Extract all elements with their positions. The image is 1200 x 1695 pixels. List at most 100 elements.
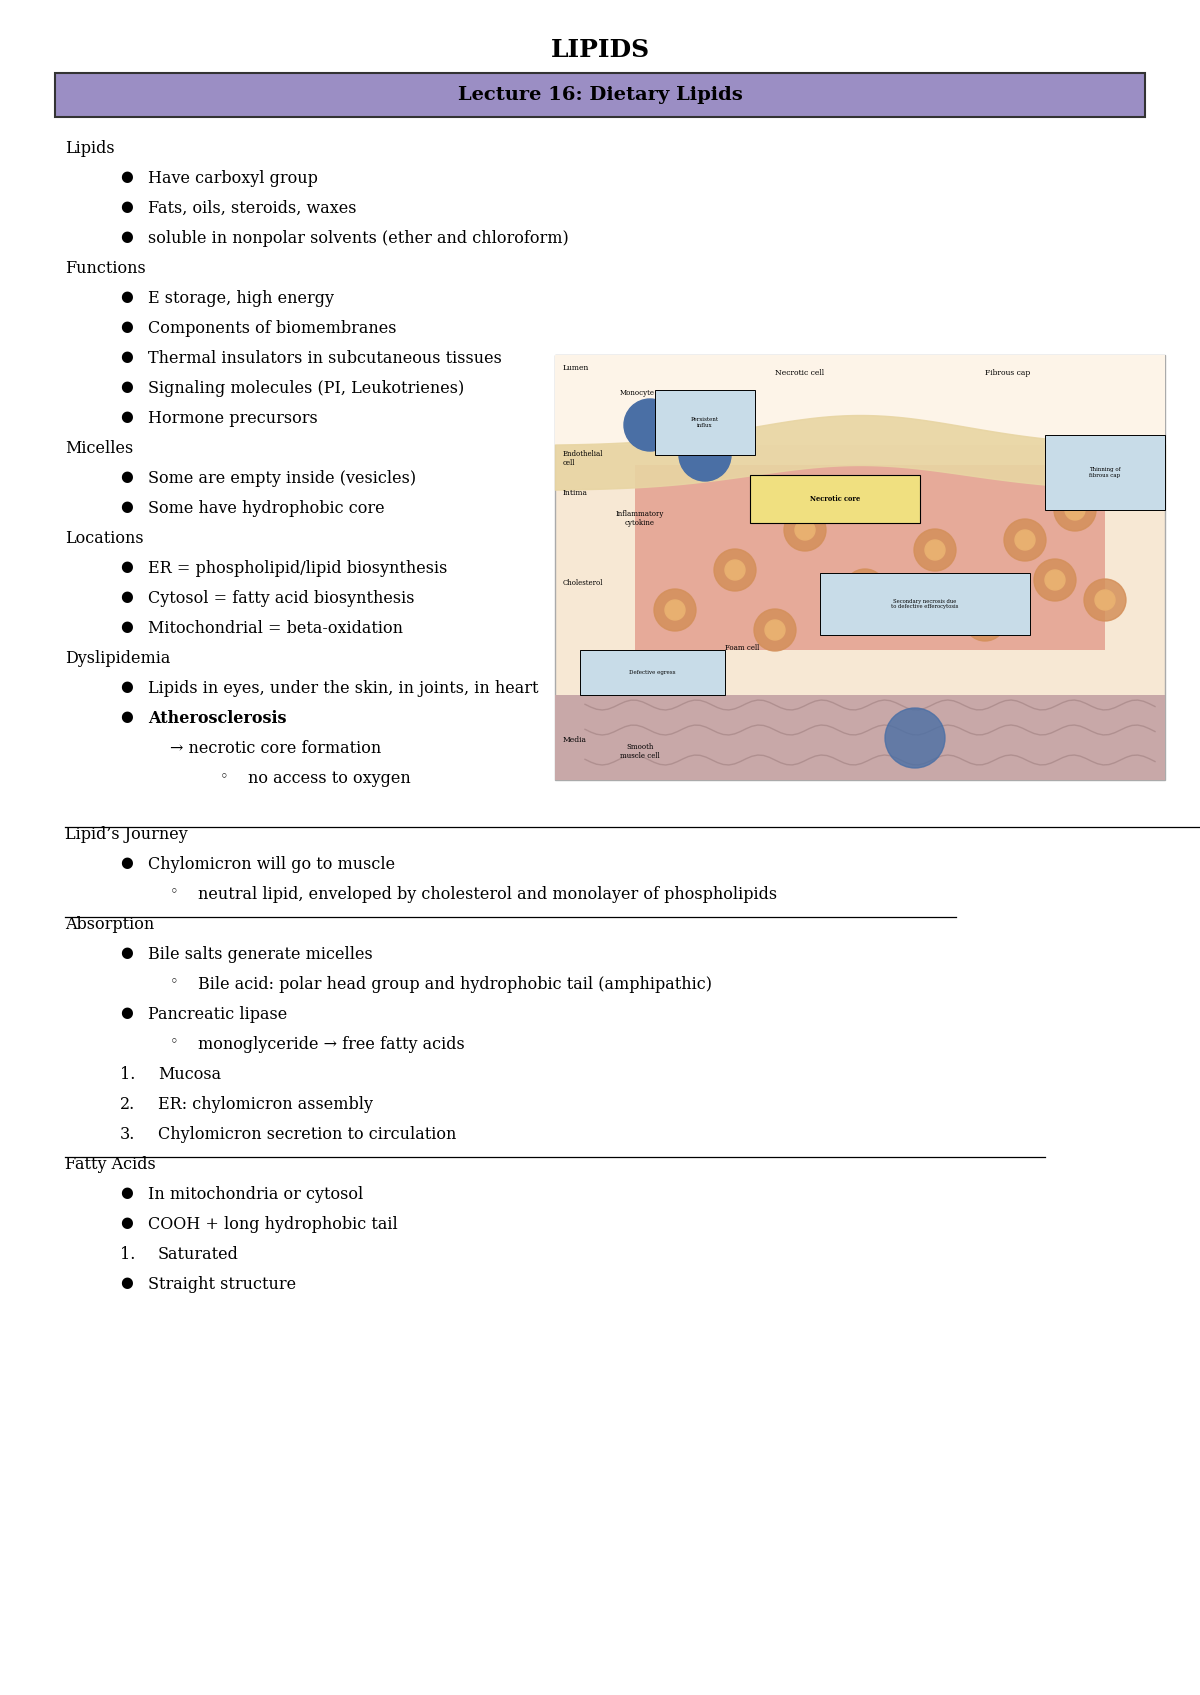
Text: ●: ● xyxy=(120,380,133,393)
FancyBboxPatch shape xyxy=(554,354,1165,780)
Text: ER: chylomicron assembly: ER: chylomicron assembly xyxy=(158,1095,373,1112)
Text: ●: ● xyxy=(120,856,133,870)
Text: Mucosa: Mucosa xyxy=(158,1066,221,1083)
Text: Smooth
muscle cell: Smooth muscle cell xyxy=(620,742,660,759)
Circle shape xyxy=(714,549,756,592)
FancyBboxPatch shape xyxy=(635,464,1105,649)
Text: Straight structure: Straight structure xyxy=(148,1276,296,1293)
FancyBboxPatch shape xyxy=(554,354,1165,446)
Text: E storage, high energy: E storage, high energy xyxy=(148,290,334,307)
Circle shape xyxy=(1004,519,1046,561)
Text: Lumen: Lumen xyxy=(563,364,589,371)
Text: ●: ● xyxy=(120,946,133,959)
Circle shape xyxy=(624,398,676,451)
Text: ●: ● xyxy=(120,320,133,334)
Text: ●: ● xyxy=(120,231,133,244)
Circle shape xyxy=(725,559,745,580)
Text: ●: ● xyxy=(120,1185,133,1200)
Text: ●: ● xyxy=(120,1215,133,1229)
Text: 3.: 3. xyxy=(120,1125,136,1142)
Text: Bile salts generate micelles: Bile salts generate micelles xyxy=(148,946,373,963)
Text: Some have hydrophobic core: Some have hydrophobic core xyxy=(148,500,385,517)
Circle shape xyxy=(665,600,685,620)
FancyBboxPatch shape xyxy=(655,390,755,454)
Text: Cytosol = fatty acid biosynthesis: Cytosol = fatty acid biosynthesis xyxy=(148,590,414,607)
Text: Pancreatic lipase: Pancreatic lipase xyxy=(148,1005,287,1022)
Text: Dyslipidemia: Dyslipidemia xyxy=(65,649,170,668)
Text: ●: ● xyxy=(120,1005,133,1019)
Text: Bile acid: polar head group and hydrophobic tail (amphipathic): Bile acid: polar head group and hydropho… xyxy=(198,976,712,993)
FancyBboxPatch shape xyxy=(580,649,725,695)
Text: Locations: Locations xyxy=(65,531,144,547)
Circle shape xyxy=(679,429,731,481)
Text: ●: ● xyxy=(120,349,133,364)
Text: Lecture 16: Dietary Lipids: Lecture 16: Dietary Lipids xyxy=(457,86,743,103)
Text: Fats, oils, steroids, waxes: Fats, oils, steroids, waxes xyxy=(148,200,356,217)
Circle shape xyxy=(1034,559,1076,602)
Circle shape xyxy=(1015,531,1034,549)
Text: ●: ● xyxy=(120,590,133,603)
Text: 1.: 1. xyxy=(120,1246,136,1263)
Text: Necrotic cell: Necrotic cell xyxy=(775,370,824,376)
Text: ●: ● xyxy=(120,1276,133,1290)
Circle shape xyxy=(1096,590,1115,610)
Circle shape xyxy=(844,570,886,610)
Circle shape xyxy=(974,610,995,631)
Text: no access to oxygen: no access to oxygen xyxy=(248,770,410,786)
Text: Hormone precursors: Hormone precursors xyxy=(148,410,318,427)
Text: Components of biomembranes: Components of biomembranes xyxy=(148,320,396,337)
Circle shape xyxy=(925,541,946,559)
Text: ◦: ◦ xyxy=(220,770,229,785)
Text: ◦: ◦ xyxy=(170,885,179,900)
Circle shape xyxy=(796,520,815,541)
Text: Cholesterol: Cholesterol xyxy=(563,580,604,586)
Circle shape xyxy=(654,588,696,631)
Text: ER = phospholipid/lipid biosynthesis: ER = phospholipid/lipid biosynthesis xyxy=(148,559,448,576)
Text: ●: ● xyxy=(120,620,133,634)
FancyBboxPatch shape xyxy=(750,475,920,524)
Text: Atherosclerosis: Atherosclerosis xyxy=(148,710,287,727)
FancyBboxPatch shape xyxy=(554,695,1165,780)
Text: Lipid’s Journey: Lipid’s Journey xyxy=(65,825,187,842)
Text: Secondary necrosis due
to defective efferocytosis: Secondary necrosis due to defective effe… xyxy=(892,598,959,610)
Text: ●: ● xyxy=(120,290,133,303)
Text: ●: ● xyxy=(120,680,133,693)
Text: ◦: ◦ xyxy=(170,1036,179,1049)
Text: ●: ● xyxy=(120,500,133,514)
FancyBboxPatch shape xyxy=(55,73,1145,117)
Circle shape xyxy=(1045,570,1066,590)
Text: Foam cell: Foam cell xyxy=(725,644,760,653)
Text: ●: ● xyxy=(120,410,133,424)
Text: Have carboxyl group: Have carboxyl group xyxy=(148,170,318,186)
Text: 2.: 2. xyxy=(120,1095,136,1112)
Text: neutral lipid, enveloped by cholesterol and monolayer of phospholipids: neutral lipid, enveloped by cholesterol … xyxy=(198,885,778,902)
Text: Mitochondrial = beta-oxidation: Mitochondrial = beta-oxidation xyxy=(148,620,403,637)
Text: Fibrous cap: Fibrous cap xyxy=(985,370,1031,376)
Text: Thermal insulators in subcutaneous tissues: Thermal insulators in subcutaneous tissu… xyxy=(148,349,502,368)
Text: 1.: 1. xyxy=(120,1066,136,1083)
Text: Fatty Acids: Fatty Acids xyxy=(65,1156,156,1173)
Text: Signaling molecules (PI, Leukotrienes): Signaling molecules (PI, Leukotrienes) xyxy=(148,380,464,397)
Text: Lipids: Lipids xyxy=(65,141,115,158)
Circle shape xyxy=(854,580,875,600)
Text: Micelles: Micelles xyxy=(65,441,133,458)
Circle shape xyxy=(886,709,946,768)
Text: Media: Media xyxy=(563,736,587,744)
Text: ●: ● xyxy=(120,200,133,214)
Text: Necrotic core: Necrotic core xyxy=(810,495,860,503)
Circle shape xyxy=(1066,500,1085,520)
Text: COOH + long hydrophobic tail: COOH + long hydrophobic tail xyxy=(148,1215,397,1232)
Text: Chylomicron will go to muscle: Chylomicron will go to muscle xyxy=(148,856,395,873)
Text: Absorption: Absorption xyxy=(65,915,155,932)
Text: monoglyceride → free fatty acids: monoglyceride → free fatty acids xyxy=(198,1036,464,1053)
Text: LIPIDS: LIPIDS xyxy=(551,37,649,63)
Circle shape xyxy=(1084,580,1126,620)
FancyBboxPatch shape xyxy=(820,573,1030,636)
Circle shape xyxy=(754,609,796,651)
Text: Inflammatory
cytokine: Inflammatory cytokine xyxy=(616,510,664,527)
Text: Thinning of
fibrous cap: Thinning of fibrous cap xyxy=(1090,468,1121,478)
Circle shape xyxy=(766,620,785,641)
Text: Saturated: Saturated xyxy=(158,1246,239,1263)
Text: ●: ● xyxy=(120,559,133,575)
FancyBboxPatch shape xyxy=(1045,436,1165,510)
